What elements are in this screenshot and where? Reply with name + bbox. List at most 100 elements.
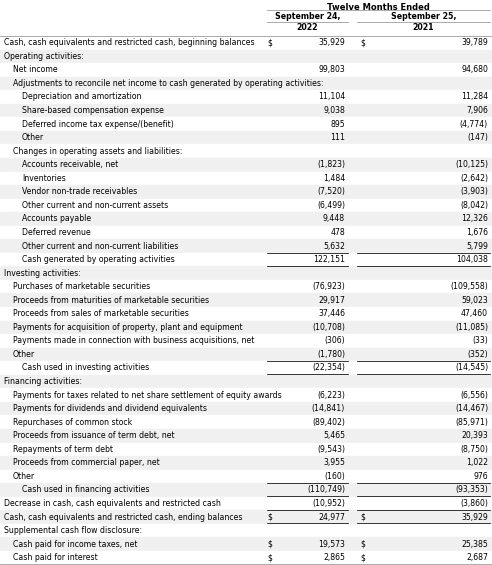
Text: Accounts receivable, net: Accounts receivable, net	[22, 160, 118, 170]
Text: 104,038: 104,038	[456, 255, 488, 264]
Text: 35,929: 35,929	[461, 512, 488, 521]
Text: (6,556): (6,556)	[460, 390, 488, 399]
Bar	[0, 456, 492, 470]
Text: (10,952): (10,952)	[312, 499, 345, 508]
Text: Payments for dividends and dividend equivalents: Payments for dividends and dividend equi…	[13, 404, 207, 413]
Text: $: $	[360, 512, 365, 521]
Text: September 24,
2022: September 24, 2022	[275, 12, 340, 32]
Text: Adjustments to reconcile net income to cash generated by operating activities:: Adjustments to reconcile net income to c…	[13, 79, 324, 88]
Text: 111: 111	[330, 133, 345, 142]
Text: Other current and non-current assets: Other current and non-current assets	[22, 201, 168, 210]
Text: (147): (147)	[467, 133, 488, 142]
Bar	[0, 375, 492, 388]
Bar	[0, 266, 492, 280]
Text: 20,393: 20,393	[461, 431, 488, 440]
Text: Repayments of term debt: Repayments of term debt	[13, 445, 113, 454]
Text: (3,860): (3,860)	[460, 499, 488, 508]
Text: Cash paid for income taxes, net: Cash paid for income taxes, net	[13, 540, 137, 549]
Text: 2,687: 2,687	[466, 553, 488, 562]
Bar	[0, 524, 492, 537]
Bar	[0, 104, 492, 118]
Text: 99,803: 99,803	[318, 66, 345, 75]
Text: Depreciation and amortization: Depreciation and amortization	[22, 93, 142, 102]
Text: 122,151: 122,151	[313, 255, 345, 264]
Text: (160): (160)	[324, 472, 345, 481]
Text: Other: Other	[22, 133, 44, 142]
Text: Proceeds from maturities of marketable securities: Proceeds from maturities of marketable s…	[13, 295, 209, 305]
Text: Proceeds from sales of marketable securities: Proceeds from sales of marketable securi…	[13, 309, 189, 318]
Bar	[0, 77, 492, 90]
Text: Vendor non-trade receivables: Vendor non-trade receivables	[22, 188, 137, 196]
Text: (8,750): (8,750)	[460, 445, 488, 454]
Text: (6,499): (6,499)	[317, 201, 345, 210]
Text: (85,971): (85,971)	[455, 418, 488, 427]
Text: Deferred revenue: Deferred revenue	[22, 228, 91, 237]
Text: 1,022: 1,022	[466, 458, 488, 467]
Bar	[0, 239, 492, 253]
Text: 976: 976	[473, 472, 488, 481]
Text: Deferred income tax expense/(benefit): Deferred income tax expense/(benefit)	[22, 120, 174, 129]
Text: Payments made in connection with business acquisitions, net: Payments made in connection with busines…	[13, 336, 254, 345]
Text: Investing activities:: Investing activities:	[4, 268, 81, 277]
Text: (1,780): (1,780)	[317, 350, 345, 359]
Bar	[0, 199, 492, 212]
Text: 25,385: 25,385	[461, 540, 488, 549]
Text: (89,402): (89,402)	[312, 418, 345, 427]
Text: $: $	[267, 38, 272, 47]
Bar	[0, 334, 492, 347]
Text: (93,353): (93,353)	[455, 485, 488, 494]
Bar	[0, 63, 492, 77]
Text: Share-based compensation expense: Share-based compensation expense	[22, 106, 164, 115]
Text: (33): (33)	[472, 336, 488, 345]
Bar	[0, 320, 492, 334]
Bar	[0, 442, 492, 456]
Bar	[0, 388, 492, 402]
Text: 7,906: 7,906	[466, 106, 488, 115]
Bar	[0, 212, 492, 225]
Text: 9,038: 9,038	[323, 106, 345, 115]
Text: 11,104: 11,104	[318, 93, 345, 102]
Text: Cash, cash equivalents and restricted cash, ending balances: Cash, cash equivalents and restricted ca…	[4, 512, 243, 521]
Text: (10,125): (10,125)	[455, 160, 488, 170]
Text: (352): (352)	[467, 350, 488, 359]
Text: (6,223): (6,223)	[317, 390, 345, 399]
Text: (2,642): (2,642)	[460, 174, 488, 182]
Bar	[0, 293, 492, 307]
Text: $: $	[360, 553, 365, 562]
Bar	[0, 145, 492, 158]
Text: Proceeds from commercial paper, net: Proceeds from commercial paper, net	[13, 458, 160, 467]
Bar	[0, 225, 492, 239]
Bar	[0, 50, 492, 63]
Bar	[0, 347, 492, 361]
Text: 11,284: 11,284	[461, 93, 488, 102]
Bar	[0, 483, 492, 497]
Bar	[0, 90, 492, 104]
Text: (7,520): (7,520)	[317, 188, 345, 196]
Text: (110,749): (110,749)	[307, 485, 345, 494]
Text: 39,789: 39,789	[461, 38, 488, 47]
Text: 3,955: 3,955	[323, 458, 345, 467]
Text: Inventories: Inventories	[22, 174, 66, 182]
Bar	[0, 131, 492, 145]
Text: 35,929: 35,929	[318, 38, 345, 47]
Text: Other: Other	[13, 350, 35, 359]
Text: $: $	[267, 553, 272, 562]
Text: 29,917: 29,917	[318, 295, 345, 305]
Text: 94,680: 94,680	[461, 66, 488, 75]
Text: (11,085): (11,085)	[455, 323, 488, 332]
Text: (109,558): (109,558)	[450, 282, 488, 291]
Bar	[0, 158, 492, 172]
Bar	[0, 36, 492, 50]
Text: 59,023: 59,023	[461, 295, 488, 305]
Bar	[0, 415, 492, 429]
Text: $: $	[267, 540, 272, 549]
Text: Net income: Net income	[13, 66, 58, 75]
Text: Proceeds from issuance of term debt, net: Proceeds from issuance of term debt, net	[13, 431, 175, 440]
Text: (306): (306)	[324, 336, 345, 345]
Text: $: $	[360, 38, 365, 47]
Text: (10,708): (10,708)	[312, 323, 345, 332]
Text: 5,799: 5,799	[466, 241, 488, 250]
Text: $: $	[360, 540, 365, 549]
Text: 19,573: 19,573	[318, 540, 345, 549]
Text: 5,465: 5,465	[323, 431, 345, 440]
